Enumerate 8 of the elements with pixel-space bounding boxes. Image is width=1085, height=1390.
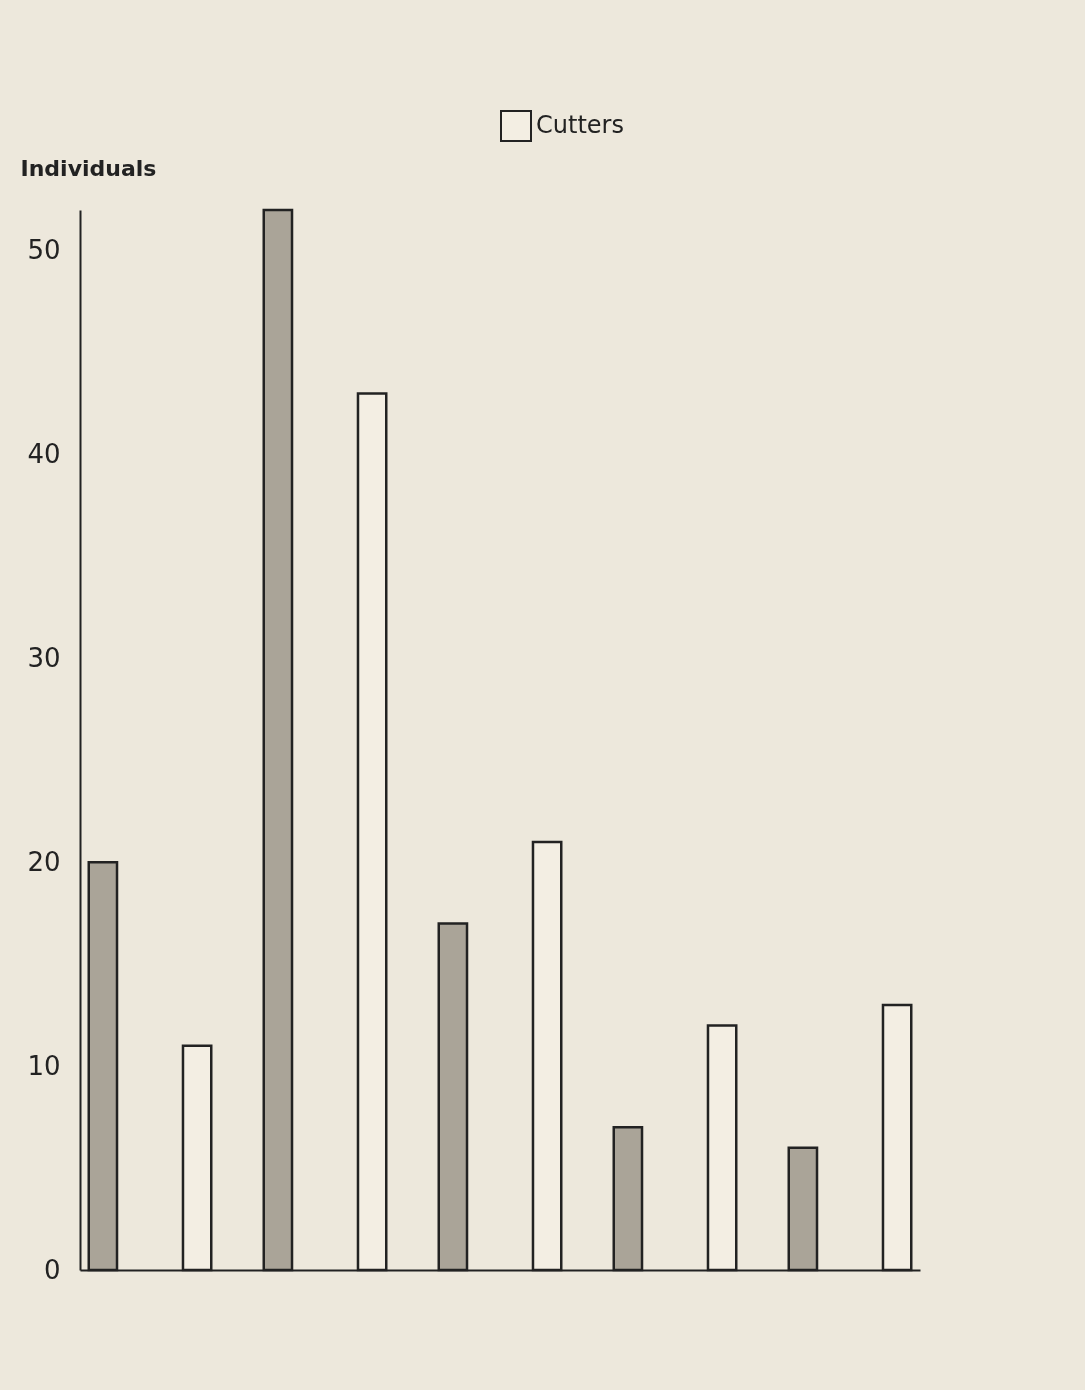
y-tick-label: 50 bbox=[27, 235, 61, 266]
y-axis-title: Individuals bbox=[20, 155, 157, 181]
y-tick-label: 20 bbox=[27, 846, 61, 877]
y-tick-label: 30 bbox=[27, 642, 61, 673]
legend-label: Cutters bbox=[536, 111, 624, 139]
y-tick-label: 40 bbox=[27, 439, 61, 470]
y-tick-label: 0 bbox=[43, 1254, 61, 1285]
y-tick-label: 10 bbox=[27, 1050, 61, 1081]
